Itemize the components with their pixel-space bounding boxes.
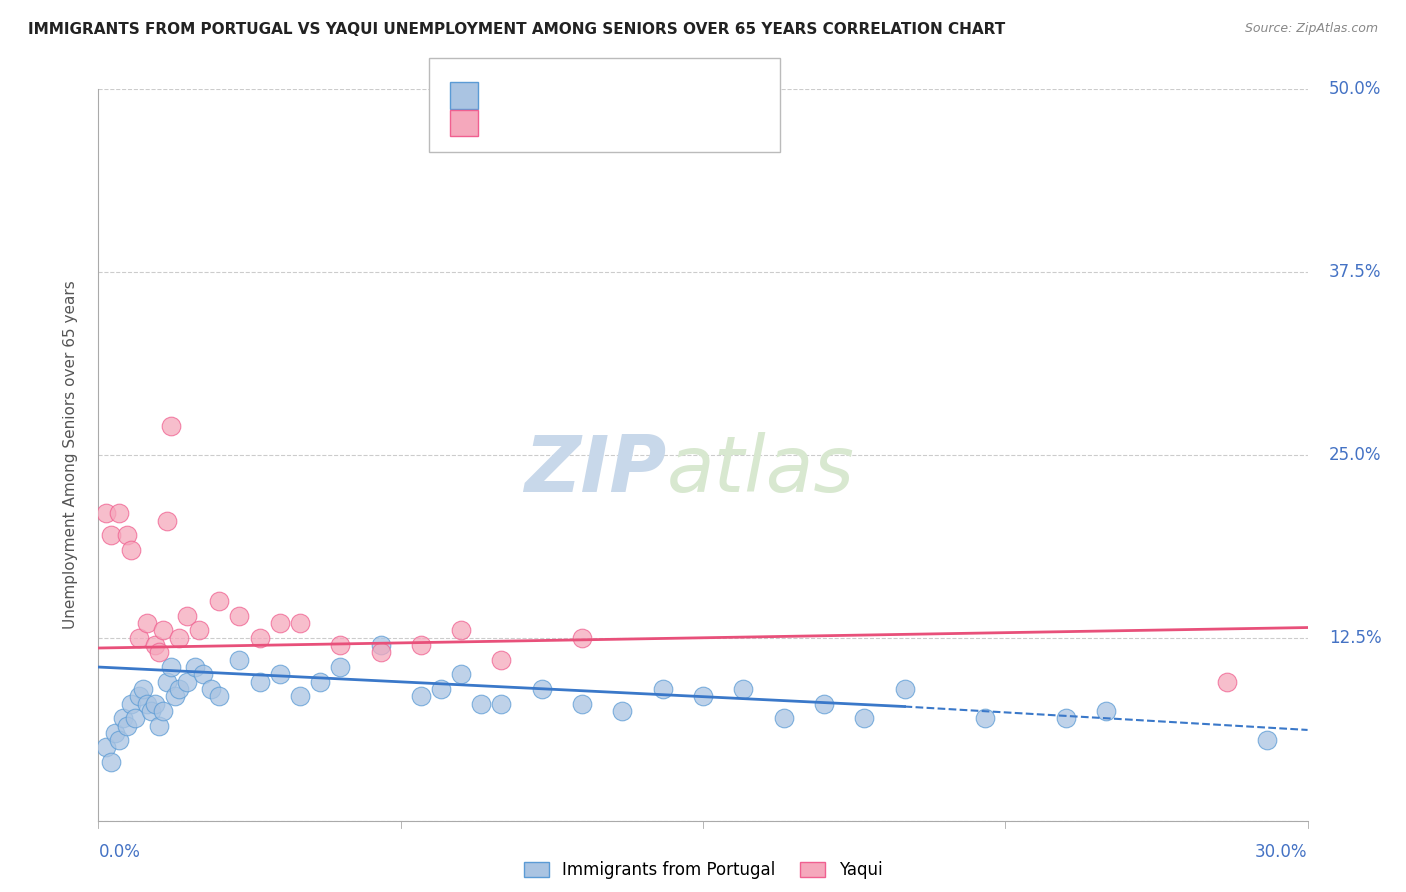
Point — [208, 594, 231, 608]
Point — [152, 624, 174, 638]
Text: 30.0%: 30.0% — [1256, 843, 1308, 861]
Point — [103, 726, 125, 740]
Point — [96, 507, 118, 521]
Point — [120, 697, 142, 711]
Text: Source: ZipAtlas.com: Source: ZipAtlas.com — [1244, 22, 1378, 36]
Point — [450, 624, 472, 638]
Point — [409, 638, 432, 652]
Text: 0.013: 0.013 — [531, 112, 588, 129]
Point — [167, 681, 190, 696]
Point — [193, 667, 215, 681]
Point — [288, 690, 311, 704]
Point — [733, 681, 755, 696]
Point — [1095, 704, 1118, 718]
Point — [135, 616, 157, 631]
Point — [163, 690, 186, 704]
Point — [491, 653, 513, 667]
Point — [124, 711, 146, 725]
Point — [571, 697, 593, 711]
Point — [128, 631, 150, 645]
Point — [200, 681, 222, 696]
Point — [135, 697, 157, 711]
Point — [309, 674, 332, 689]
Point — [249, 631, 271, 645]
Point — [450, 667, 472, 681]
Text: 12.5%: 12.5% — [1329, 629, 1381, 647]
Point — [176, 674, 198, 689]
Point — [813, 697, 835, 711]
Point — [1256, 733, 1278, 747]
Text: 27: 27 — [654, 112, 679, 129]
Text: 37.5%: 37.5% — [1329, 263, 1381, 281]
Point — [288, 616, 311, 631]
Point — [143, 697, 166, 711]
Point — [156, 514, 179, 528]
Point — [329, 660, 352, 674]
Point — [651, 681, 673, 696]
Point — [100, 528, 122, 542]
Text: 50.0%: 50.0% — [1329, 80, 1381, 98]
Legend: Immigrants from Portugal, Yaqui: Immigrants from Portugal, Yaqui — [517, 855, 889, 886]
Text: IMMIGRANTS FROM PORTUGAL VS YAQUI UNEMPLOYMENT AMONG SENIORS OVER 65 YEARS CORRE: IMMIGRANTS FROM PORTUGAL VS YAQUI UNEMPL… — [28, 22, 1005, 37]
Point — [120, 543, 142, 558]
Y-axis label: Unemployment Among Seniors over 65 years: Unemployment Among Seniors over 65 years — [63, 281, 77, 629]
Point — [249, 674, 271, 689]
Point — [208, 690, 231, 704]
Point — [96, 740, 118, 755]
Point — [530, 681, 553, 696]
Point — [132, 681, 155, 696]
Point — [184, 660, 207, 674]
Point — [107, 733, 129, 747]
Point — [571, 631, 593, 645]
Point — [128, 690, 150, 704]
Text: 0.0%: 0.0% — [98, 843, 141, 861]
Point — [188, 624, 211, 638]
Text: atlas: atlas — [666, 432, 855, 508]
Point — [160, 660, 183, 674]
Point — [148, 718, 170, 732]
Point — [111, 711, 134, 725]
Point — [692, 690, 714, 704]
Point — [176, 608, 198, 623]
Point — [228, 653, 250, 667]
Point — [100, 755, 122, 769]
Point — [269, 616, 291, 631]
Text: N =: N = — [619, 112, 658, 129]
Point — [329, 638, 352, 652]
Point — [269, 667, 291, 681]
Point — [370, 638, 392, 652]
Point — [115, 528, 138, 542]
Point — [1216, 674, 1239, 689]
Point — [228, 608, 250, 623]
Point — [143, 638, 166, 652]
Point — [152, 704, 174, 718]
Point — [430, 681, 453, 696]
Point — [148, 645, 170, 659]
Text: N =: N = — [619, 84, 658, 102]
Point — [167, 631, 190, 645]
Point — [893, 681, 915, 696]
Text: R =: R = — [489, 112, 534, 129]
Point — [974, 711, 997, 725]
Point — [1054, 711, 1077, 725]
Text: 50: 50 — [654, 84, 679, 102]
Text: ZIP: ZIP — [524, 432, 666, 508]
Text: R =: R = — [489, 84, 529, 102]
Point — [409, 690, 432, 704]
Point — [470, 697, 492, 711]
Point — [160, 418, 183, 433]
Point — [156, 674, 179, 689]
Point — [139, 704, 162, 718]
Point — [370, 645, 392, 659]
Text: -0.130: -0.130 — [524, 84, 589, 102]
Point — [491, 697, 513, 711]
Point — [115, 718, 138, 732]
Point — [853, 711, 876, 725]
Point — [772, 711, 794, 725]
Point — [612, 704, 634, 718]
Point — [107, 507, 129, 521]
Text: 25.0%: 25.0% — [1329, 446, 1381, 464]
